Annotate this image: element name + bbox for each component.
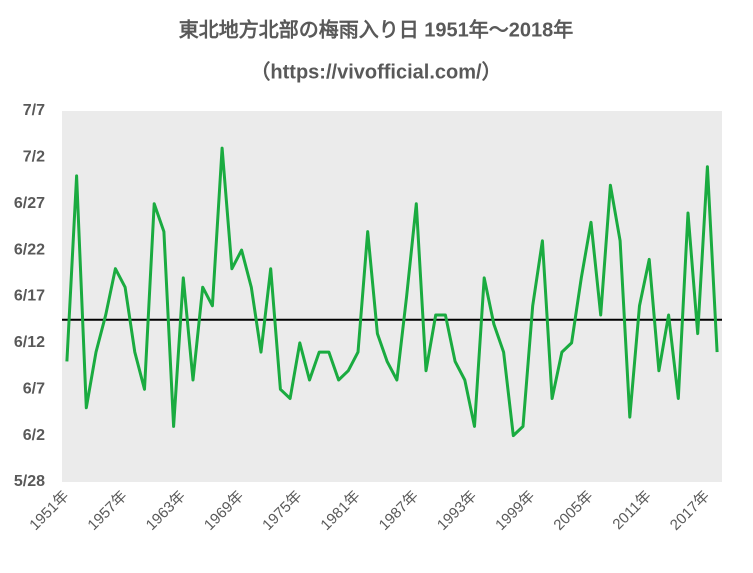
- chart-subtitle: （https://vivofficial.com/）: [250, 60, 501, 83]
- y-tick-label: 6/27: [14, 195, 45, 212]
- y-tick-label: 6/22: [14, 241, 45, 258]
- data-line: [65, 146, 719, 438]
- chart-title: 東北地方北部の梅雨入り日 1951年～2018年: [179, 17, 574, 41]
- y-tick-label: 7/2: [23, 149, 45, 166]
- y-tick-label: 6/12: [14, 334, 45, 351]
- y-tick-label: 6/7: [23, 380, 45, 397]
- y-tick-label: 6/2: [23, 427, 45, 444]
- y-tick-label: 6/17: [14, 288, 45, 305]
- y-tick-label: 7/7: [23, 102, 45, 119]
- y-tick-label: 5/28: [14, 473, 45, 490]
